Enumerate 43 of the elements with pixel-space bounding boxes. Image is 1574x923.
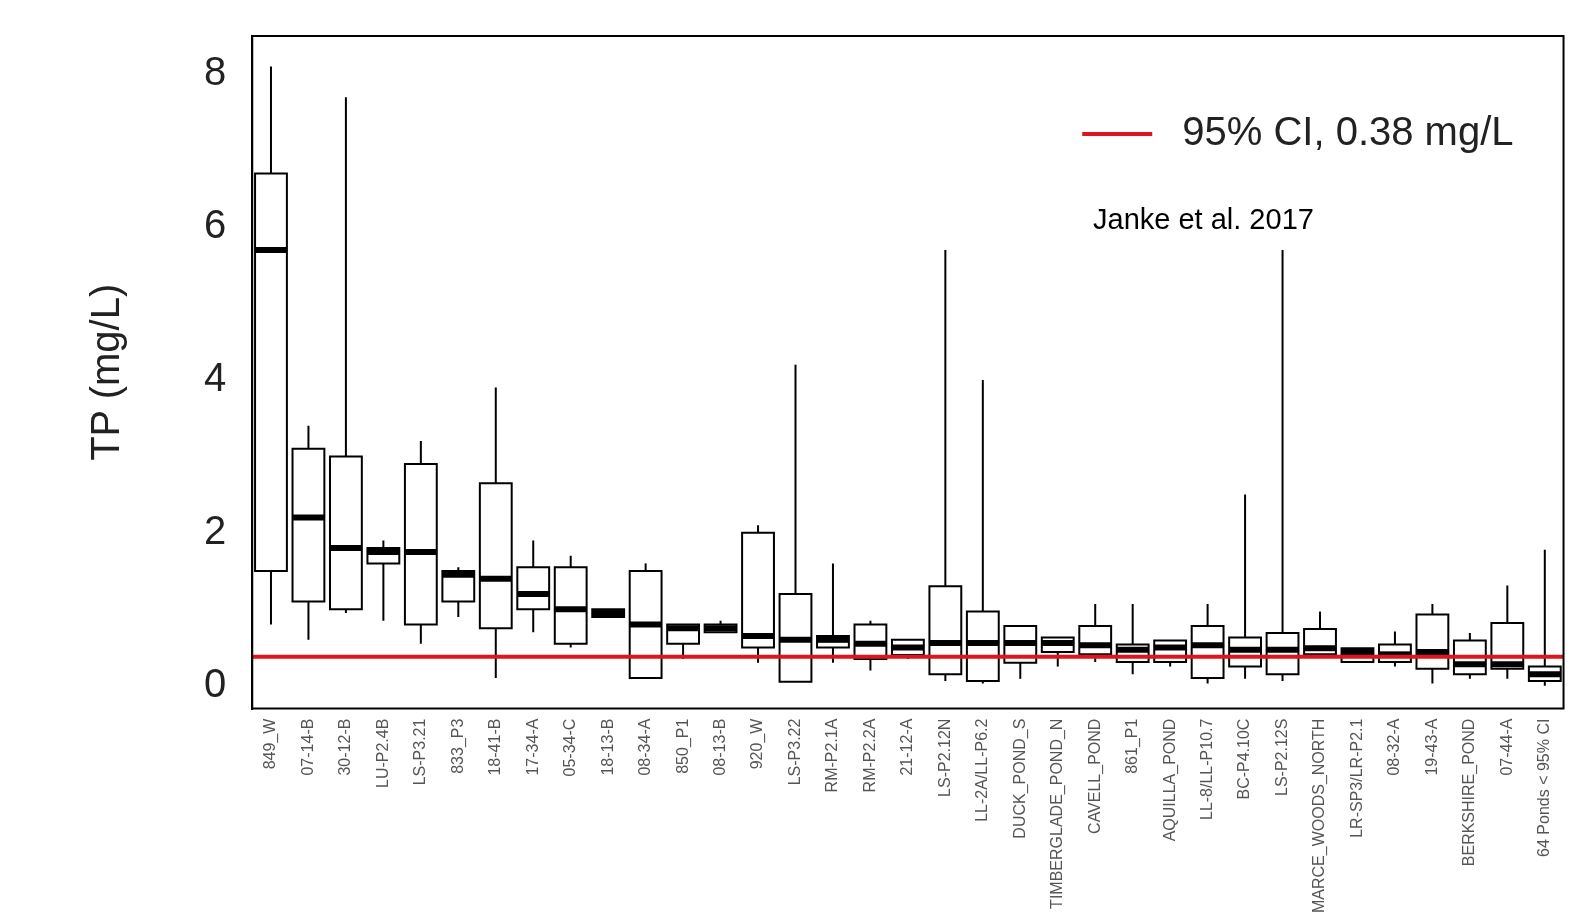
x-tick-label: 07-44-A — [1497, 718, 1515, 776]
x-tick-label: 19-43-A — [1422, 718, 1440, 776]
annotation: Janke et al. 2017 — [1093, 203, 1314, 235]
x-tick-label: 920_W — [748, 717, 767, 770]
x-tick-label: 18-41-B — [486, 718, 504, 776]
x-tick-label: AQUILLA_POND — [1160, 718, 1179, 842]
x-tick-label: 861_P1 — [1123, 718, 1142, 774]
x-tick-label: 18-13-B — [598, 718, 616, 776]
x-tick-label: LS-P2.12S — [1272, 718, 1290, 796]
x-tick-label: 08-32-A — [1385, 718, 1403, 776]
x-tick-label: 08-34-A — [636, 718, 654, 776]
x-tick-label: 64 Ponds < 95% CI — [1535, 718, 1553, 857]
y-tick-label: 4 — [204, 354, 227, 399]
x-tick-label: BC-P4.10C — [1235, 718, 1253, 800]
y-tick-label: 2 — [204, 507, 227, 552]
x-tick-label: LL-8/LL-P10.7 — [1198, 718, 1216, 821]
x-tick-label: 30-12-B — [336, 718, 354, 776]
x-tick-label: LU-P2.4B — [373, 718, 391, 788]
y-tick-label: 0 — [204, 660, 227, 705]
x-tick-label: 833_P3 — [448, 718, 467, 774]
x-tick-label: 21-12-A — [898, 718, 916, 776]
y-axis-title: TP (mg/L) — [83, 283, 128, 461]
x-tick-label: 05-34-C — [561, 718, 579, 777]
x-tick-label: CAVELL_POND — [1085, 718, 1104, 834]
x-tick-label: 849_W — [261, 717, 280, 770]
x-tick-label: RM-P2.2A — [860, 718, 878, 793]
x-tick-label: RM-P2.1A — [823, 718, 841, 793]
x-tick-label: TIMBERGLADE_POND_N — [1048, 718, 1067, 909]
x-tick-label: LS-P2.12N — [935, 718, 953, 797]
x-tick-label: 07-14-B — [298, 718, 316, 776]
x-tick-label: 08-13-B — [710, 718, 728, 776]
x-tick-label: 850_P1 — [673, 718, 692, 774]
x-tick-label: LS-P3.21 — [411, 718, 429, 786]
x-tick-label: LL-2A/LL-P6.2 — [973, 718, 991, 822]
x-tick-label: 17-34-A — [523, 718, 541, 776]
x-tick-label: DUCK_POND_S — [1010, 718, 1029, 839]
x-tick-label: LR-SP3/LR-P2.1 — [1347, 718, 1365, 838]
legend-label: 95% CI, 0.38 mg/L — [1182, 109, 1514, 154]
y-tick-label: 6 — [204, 202, 227, 247]
x-tick-label: LS-P3.22 — [785, 718, 803, 786]
x-tick-label: BERKSHIRE_POND — [1460, 718, 1479, 867]
y-tick-label: 8 — [204, 49, 227, 94]
x-tick-label: MARCE_WOODS_NORTH — [1310, 718, 1329, 913]
